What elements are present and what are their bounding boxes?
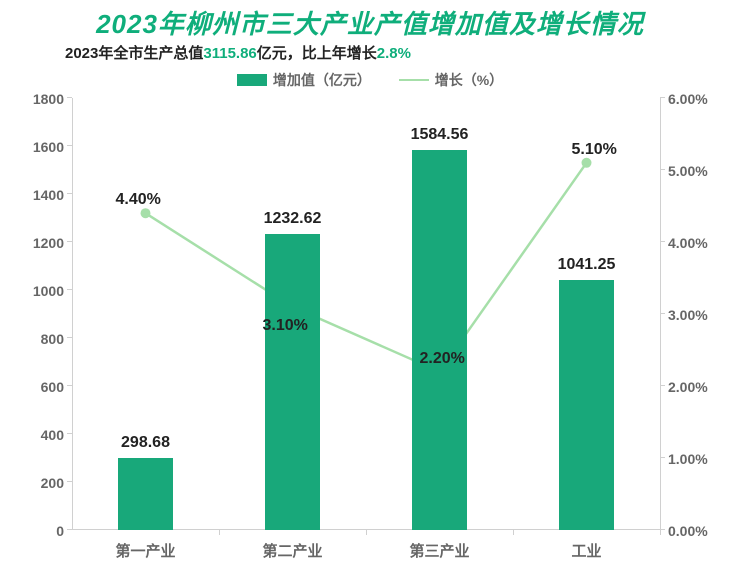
y-right-axis-line bbox=[660, 98, 661, 530]
category-label: 第三产业 bbox=[409, 540, 469, 561]
plot-area: 0200400600800100012001400160018000.00%1.… bbox=[72, 98, 660, 530]
chart-title: 2023年柳州市三大产业产值增加值及增长情况 bbox=[0, 4, 740, 41]
y-right-tick-label: 3.00% bbox=[668, 307, 708, 323]
y-right-tick-mark bbox=[660, 385, 665, 386]
y-left-tick-mark bbox=[67, 193, 72, 194]
y-left-tick-mark bbox=[67, 97, 72, 98]
x-tick-mark bbox=[366, 530, 367, 535]
y-left-tick-label: 400 bbox=[41, 427, 64, 443]
line-value-label: 3.10% bbox=[263, 317, 308, 335]
line-value-label: 2.20% bbox=[420, 350, 465, 368]
bar-value-label: 1232.62 bbox=[264, 210, 322, 228]
y-left-tick-mark bbox=[67, 385, 72, 386]
bar-value-label: 1041.25 bbox=[558, 256, 616, 274]
y-left-tick-label: 800 bbox=[41, 331, 64, 347]
y-right-tick-label: 5.00% bbox=[668, 163, 708, 179]
line-marker bbox=[141, 208, 151, 218]
category-label: 第一产业 bbox=[115, 540, 175, 561]
y-right-tick-label: 4.00% bbox=[668, 235, 708, 251]
y-left-tick-label: 1800 bbox=[33, 91, 64, 107]
subtitle-value2: 2.8% bbox=[377, 45, 411, 62]
y-left-tick-label: 1200 bbox=[33, 235, 64, 251]
y-right-tick-mark bbox=[660, 241, 665, 242]
y-left-tick-mark bbox=[67, 289, 72, 290]
chart-title-text: 2023年柳州市三大产业产值增加值及增长情况 bbox=[96, 9, 644, 39]
legend-bar-swatch bbox=[237, 74, 267, 86]
category-label: 第二产业 bbox=[262, 540, 322, 561]
y-right-tick-label: 1.00% bbox=[668, 451, 708, 467]
y-right-tick-label: 6.00% bbox=[668, 91, 708, 107]
bar bbox=[559, 280, 615, 530]
y-right-tick-mark bbox=[660, 313, 665, 314]
y-left-tick-mark bbox=[67, 241, 72, 242]
chart-subtitle: 2023年全市生产总值3115.86亿元，比上年增长2.8% bbox=[65, 42, 411, 63]
subtitle-mid: 亿元，比上年增长 bbox=[257, 45, 377, 62]
line-value-label: 5.10% bbox=[572, 141, 617, 159]
y-right-tick-label: 2.00% bbox=[668, 379, 708, 395]
legend: 增加值（亿元） 增长（%） bbox=[0, 70, 740, 90]
x-tick-mark bbox=[513, 530, 514, 535]
bar bbox=[118, 458, 174, 530]
y-left-tick-mark bbox=[67, 337, 72, 338]
bar-value-label: 1584.56 bbox=[411, 126, 469, 144]
legend-bar-label: 增加值（亿元） bbox=[273, 72, 371, 88]
y-right-tick-mark bbox=[660, 457, 665, 458]
category-label: 工业 bbox=[571, 540, 601, 561]
bar bbox=[412, 150, 468, 530]
y-left-tick-label: 0 bbox=[56, 523, 64, 539]
growth-line bbox=[146, 163, 587, 372]
y-right-tick-label: 0.00% bbox=[668, 523, 708, 539]
y-left-tick-mark bbox=[67, 145, 72, 146]
y-right-tick-mark bbox=[660, 169, 665, 170]
y-right-tick-mark bbox=[660, 97, 665, 98]
line-marker bbox=[582, 158, 592, 168]
y-left-tick-mark bbox=[67, 433, 72, 434]
bar bbox=[265, 234, 321, 530]
y-left-tick-mark bbox=[67, 529, 72, 530]
y-left-tick-label: 1000 bbox=[33, 283, 64, 299]
bar-value-label: 298.68 bbox=[121, 434, 170, 452]
subtitle-value1: 3115.86 bbox=[203, 45, 256, 62]
y-left-tick-label: 200 bbox=[41, 475, 64, 491]
subtitle-prefix: 2023年全市生产总值 bbox=[65, 45, 203, 62]
x-tick-mark bbox=[660, 530, 661, 535]
y-left-tick-label: 1600 bbox=[33, 139, 64, 155]
y-left-tick-mark bbox=[67, 481, 72, 482]
chart-container: 2023年柳州市三大产业产值增加值及增长情况 2023年全市生产总值3115.8… bbox=[0, 0, 740, 583]
legend-line-label: 增长（%） bbox=[435, 72, 503, 88]
y-left-tick-label: 1400 bbox=[33, 187, 64, 203]
x-tick-mark bbox=[219, 530, 220, 535]
y-left-tick-label: 600 bbox=[41, 379, 64, 395]
legend-line-swatch bbox=[399, 79, 429, 81]
line-value-label: 4.40% bbox=[116, 191, 161, 209]
